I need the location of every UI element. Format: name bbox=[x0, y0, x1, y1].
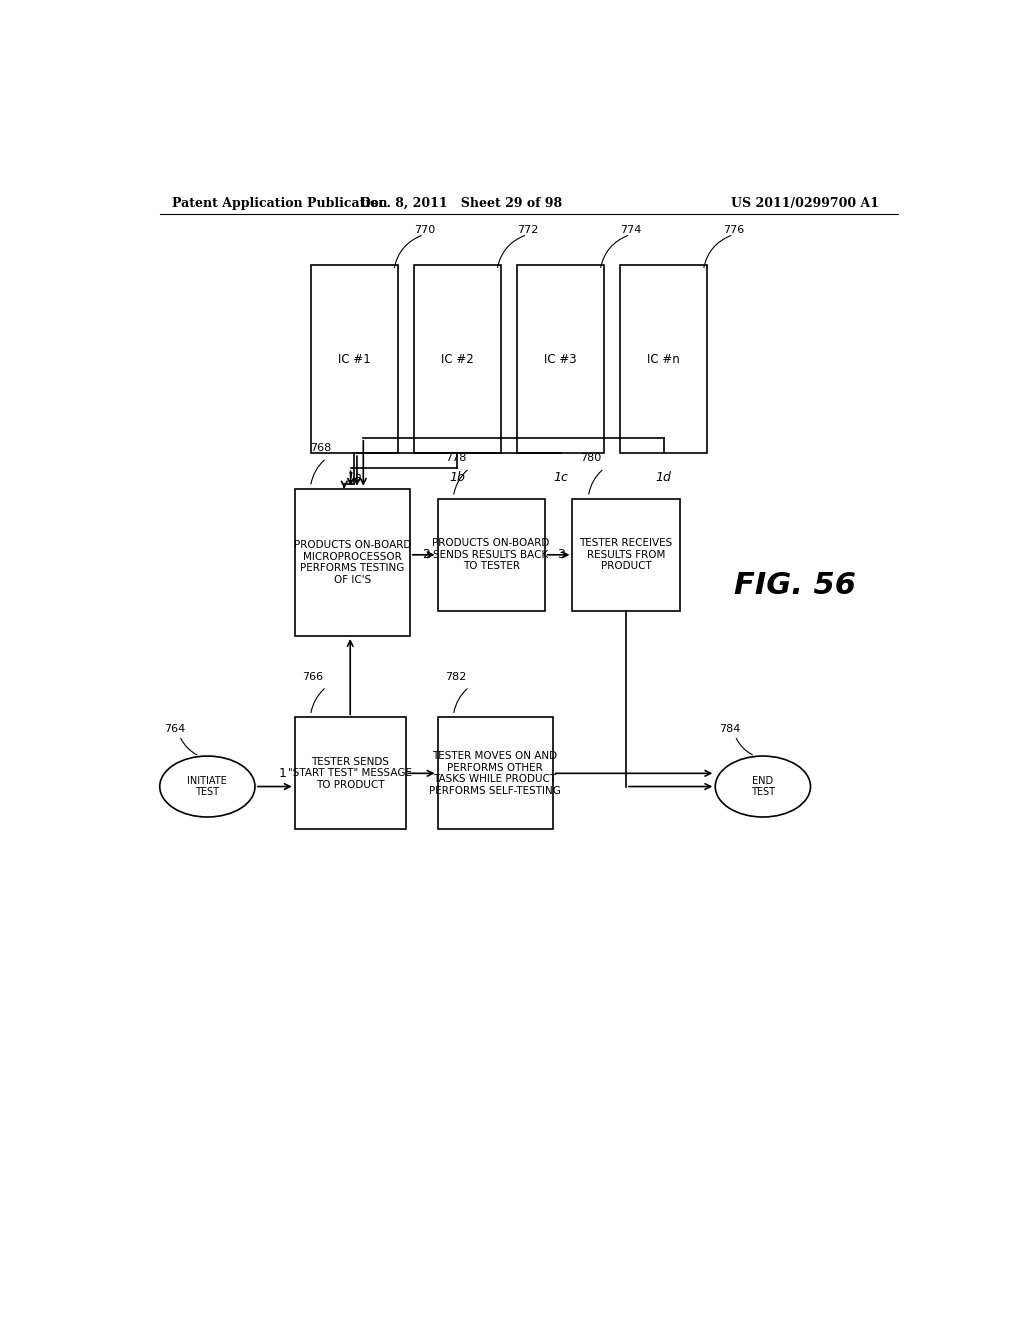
Text: 780: 780 bbox=[581, 453, 602, 463]
Text: 1d: 1d bbox=[655, 471, 672, 484]
Text: Patent Application Publication: Patent Application Publication bbox=[172, 197, 387, 210]
Text: 1b: 1b bbox=[450, 471, 465, 484]
Text: TESTER SENDS
"START TEST" MESSAGE
TO PRODUCT: TESTER SENDS "START TEST" MESSAGE TO PRO… bbox=[288, 756, 413, 789]
Text: IC #n: IC #n bbox=[647, 352, 680, 366]
FancyBboxPatch shape bbox=[414, 265, 501, 453]
Text: INITIATE
TEST: INITIATE TEST bbox=[187, 776, 227, 797]
Text: US 2011/0299700 A1: US 2011/0299700 A1 bbox=[731, 197, 880, 210]
Text: 3: 3 bbox=[557, 548, 564, 561]
Text: 782: 782 bbox=[445, 672, 467, 682]
Text: PRODUCTS ON-BOARD
MICROPROCESSOR
PERFORMS TESTING
OF IC'S: PRODUCTS ON-BOARD MICROPROCESSOR PERFORM… bbox=[294, 540, 411, 585]
Text: END
TEST: END TEST bbox=[751, 776, 775, 797]
FancyBboxPatch shape bbox=[310, 265, 397, 453]
FancyBboxPatch shape bbox=[295, 718, 406, 829]
Text: 778: 778 bbox=[445, 453, 467, 463]
Text: PRODUCTS ON-BOARD
SENDS RESULTS BACK
TO TESTER: PRODUCTS ON-BOARD SENDS RESULTS BACK TO … bbox=[432, 539, 550, 572]
Text: 772: 772 bbox=[517, 224, 539, 235]
Text: 768: 768 bbox=[310, 444, 332, 453]
FancyBboxPatch shape bbox=[517, 265, 604, 453]
Text: IC #3: IC #3 bbox=[544, 352, 577, 366]
Text: IC #2: IC #2 bbox=[441, 352, 474, 366]
FancyBboxPatch shape bbox=[295, 488, 410, 636]
Text: 776: 776 bbox=[723, 224, 744, 235]
Text: 770: 770 bbox=[414, 224, 435, 235]
Text: IC #1: IC #1 bbox=[338, 352, 371, 366]
Text: TESTER RECEIVES
RESULTS FROM
PRODUCT: TESTER RECEIVES RESULTS FROM PRODUCT bbox=[580, 539, 673, 572]
FancyBboxPatch shape bbox=[620, 265, 708, 453]
FancyBboxPatch shape bbox=[437, 718, 553, 829]
Text: 1a: 1a bbox=[346, 471, 362, 484]
Ellipse shape bbox=[160, 756, 255, 817]
FancyBboxPatch shape bbox=[572, 499, 680, 611]
Text: TESTER MOVES ON AND
PERFORMS OTHER
TASKS WHILE PRODUCT
PERFORMS SELF-TESTING: TESTER MOVES ON AND PERFORMS OTHER TASKS… bbox=[429, 751, 561, 796]
Text: 1: 1 bbox=[279, 767, 287, 780]
Text: Dec. 8, 2011   Sheet 29 of 98: Dec. 8, 2011 Sheet 29 of 98 bbox=[360, 197, 562, 210]
Text: 774: 774 bbox=[621, 224, 641, 235]
FancyBboxPatch shape bbox=[437, 499, 545, 611]
Text: 766: 766 bbox=[303, 672, 324, 682]
Text: 764: 764 bbox=[164, 723, 185, 734]
Text: 2: 2 bbox=[422, 548, 430, 561]
Ellipse shape bbox=[716, 756, 811, 817]
Text: FIG. 56: FIG. 56 bbox=[733, 570, 856, 599]
Text: 784: 784 bbox=[719, 723, 740, 734]
Text: 1c: 1c bbox=[553, 471, 568, 484]
